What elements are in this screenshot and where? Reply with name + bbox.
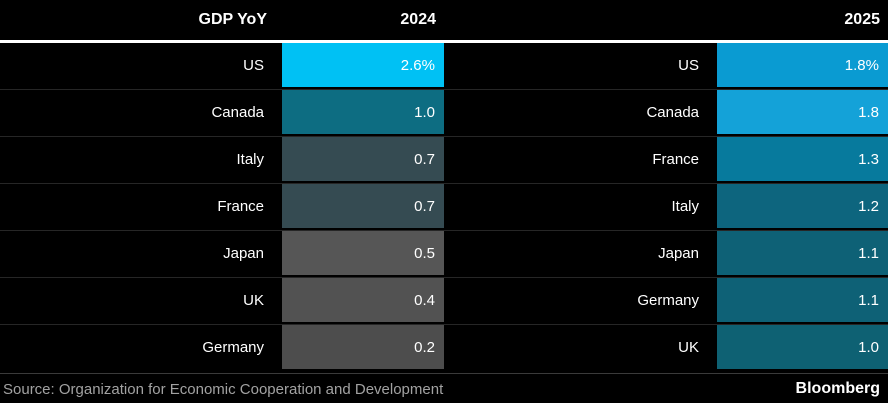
table-row: France 1.3 [444,136,888,181]
column-header-2025: 2025 [844,11,880,28]
country-label: France [444,137,715,181]
country-label: Germany [0,325,280,369]
value-cell: 1.0 [717,325,888,369]
country-label: Japan [0,231,280,275]
table-row: Germany 1.1 [444,277,888,322]
table-row: Canada 1.0 [0,89,444,134]
country-label: US [444,43,715,87]
country-label: France [0,184,280,228]
value-cell: 1.3 [717,137,888,181]
header-right-half: 2025 [444,0,888,40]
table-body: US 2.6% Canada 1.0 Italy 0.7 France 0.7 … [0,43,888,369]
table-row: Japan 0.5 [0,230,444,275]
value-cell: 0.7 [282,137,444,181]
table-header: GDP YoY 2024 2025 [0,0,888,40]
header-left-half: GDP YoY 2024 [0,0,444,40]
table-row: Germany 0.2 [0,324,444,369]
source-note: Source: Organization for Economic Cooper… [3,380,444,398]
bloomberg-logo: Bloomberg [795,380,880,397]
country-label: Italy [0,137,280,181]
country-label: UK [444,325,715,369]
table-row: Canada 1.8 [444,89,888,134]
table-row: US 2.6% [0,43,444,87]
value-cell: 0.7 [282,184,444,228]
value-cell: 1.1 [717,278,888,322]
value-cell: 1.0 [282,90,444,134]
column-header-2024: 2024 [400,11,436,28]
country-label: UK [0,278,280,322]
country-label: Germany [444,278,715,322]
table-2025: US 1.8% Canada 1.8 France 1.3 Italy 1.2 … [444,43,888,369]
table-row: France 0.7 [0,183,444,228]
country-label: Italy [444,184,715,228]
country-label: US [0,43,280,87]
value-cell: 0.2 [282,325,444,369]
value-cell: 1.2 [717,184,888,228]
value-cell: 1.1 [717,231,888,275]
value-cell: 0.5 [282,231,444,275]
table-row: Japan 1.1 [444,230,888,275]
chart-footer: Source: Organization for Economic Cooper… [0,373,888,398]
table-2024: US 2.6% Canada 1.0 Italy 0.7 France 0.7 … [0,43,444,369]
chart-title: GDP YoY [198,11,267,28]
value-cell: 1.8 [717,90,888,134]
country-label: Japan [444,231,715,275]
table-row: UK 0.4 [0,277,444,322]
country-label: Canada [0,90,280,134]
table-row: US 1.8% [444,43,888,87]
table-row: UK 1.0 [444,324,888,369]
value-cell: 0.4 [282,278,444,322]
table-row: Italy 1.2 [444,183,888,228]
value-cell: 1.8% [717,43,888,87]
table-row: Italy 0.7 [0,136,444,181]
header-rule [0,40,888,43]
value-cell: 2.6% [282,43,444,87]
country-label: Canada [444,90,715,134]
